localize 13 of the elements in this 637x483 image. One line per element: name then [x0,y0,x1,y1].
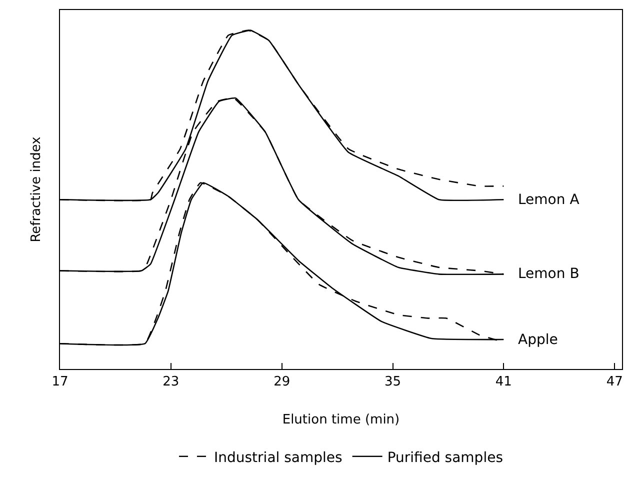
x-tick-label: 41 [495,374,512,390]
y-axis-title: Refractive index [28,136,44,242]
x-tick-label: 17 [52,374,68,390]
annotation: Lemon B [518,266,580,282]
x-tick-label: 29 [274,374,290,390]
x-tick-label: 23 [162,374,180,390]
x-tick-label: 35 [384,374,402,390]
legend-label: Purified samples [387,450,503,466]
x-axis-title: Elution time (min) [282,412,400,428]
legend-label: Industrial samples [214,450,342,466]
annotation: Lemon A [518,192,580,208]
annotation: Apple [518,332,558,348]
x-tick-label: 47 [606,374,623,390]
